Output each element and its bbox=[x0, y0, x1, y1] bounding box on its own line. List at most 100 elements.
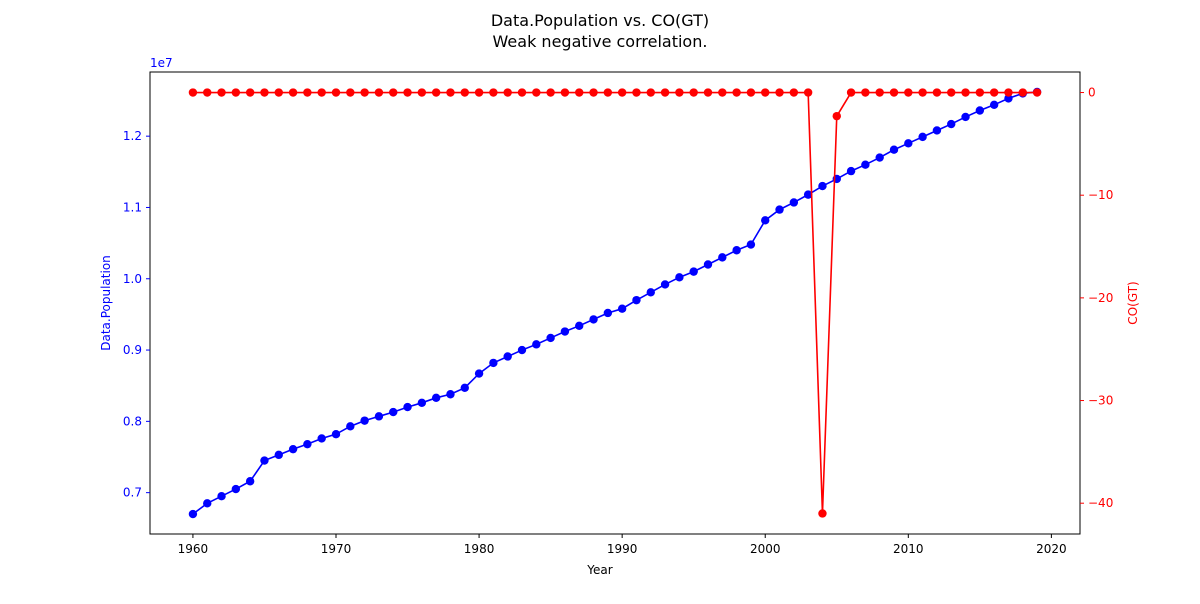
right-series-point bbox=[947, 88, 956, 97]
left-series-point bbox=[575, 321, 584, 331]
left-series-point bbox=[989, 100, 999, 110]
right-series-point bbox=[603, 88, 613, 97]
left-series-point bbox=[603, 308, 613, 318]
left-series-point bbox=[217, 492, 226, 501]
left-y-tick-label: 0.7 bbox=[123, 486, 142, 500]
left-y-tick-label: 1.1 bbox=[123, 200, 142, 214]
right-series-point bbox=[303, 88, 312, 97]
left-series-point bbox=[889, 145, 899, 154]
left-series-point bbox=[374, 412, 384, 421]
left-series-point bbox=[689, 267, 698, 276]
left-series-point bbox=[617, 304, 627, 313]
right-y-tick-label: −10 bbox=[1088, 188, 1113, 202]
right-series-point bbox=[746, 88, 756, 97]
left-series-point bbox=[474, 369, 484, 378]
right-series-point bbox=[975, 88, 985, 97]
right-series-point bbox=[961, 88, 970, 97]
chart-title: Data.Population vs. CO(GT) bbox=[491, 11, 709, 30]
chart-subtitle: Weak negative correlation. bbox=[493, 32, 708, 51]
right-series-point bbox=[546, 88, 555, 97]
right-series-point bbox=[904, 88, 913, 97]
x-axis-label: Year bbox=[586, 563, 612, 577]
right-series-point bbox=[288, 88, 298, 97]
right-series-point bbox=[1018, 88, 1027, 97]
left-series-point bbox=[761, 216, 770, 225]
right-series-line bbox=[192, 91, 1038, 514]
right-series-point bbox=[646, 88, 655, 97]
left-series-point bbox=[260, 456, 269, 465]
left-series-point bbox=[231, 484, 241, 494]
right-series-point bbox=[231, 88, 241, 97]
left-series-point bbox=[703, 260, 713, 269]
right-series-point bbox=[703, 88, 713, 97]
right-series-point bbox=[489, 88, 498, 97]
left-series-point bbox=[718, 253, 727, 262]
left-series-point bbox=[403, 402, 412, 412]
right-series-point bbox=[360, 88, 369, 97]
right-series-point bbox=[718, 88, 727, 97]
left-series-point bbox=[789, 198, 799, 207]
left-series-point bbox=[675, 273, 684, 282]
right-series-point bbox=[1032, 88, 1042, 97]
left-series-line bbox=[192, 91, 1038, 515]
right-series-point bbox=[532, 88, 541, 97]
left-series-point bbox=[431, 393, 441, 403]
right-series-point bbox=[446, 88, 455, 97]
left-series-point bbox=[775, 205, 784, 214]
right-y-tick-label: 0 bbox=[1088, 86, 1096, 100]
left-y-tick-label: 0.8 bbox=[123, 414, 142, 428]
right-y-axis-ticks: 0 −10 −20 −30 −40 bbox=[1080, 86, 1113, 510]
right-series-point bbox=[861, 88, 870, 97]
right-series-point bbox=[617, 88, 627, 97]
left-series-point bbox=[732, 246, 741, 255]
left-series-point bbox=[274, 450, 283, 460]
x-axis-ticks: 1960 1970 1980 1990 2000 2010 2020 bbox=[178, 534, 1067, 556]
right-series-point bbox=[632, 88, 641, 97]
left-series-point bbox=[517, 345, 527, 355]
left-series-point bbox=[446, 390, 455, 399]
left-series-point bbox=[875, 153, 884, 162]
series-layer bbox=[188, 87, 1042, 519]
right-series-point bbox=[560, 88, 570, 97]
left-series-point bbox=[961, 112, 970, 122]
right-series-point bbox=[203, 88, 212, 97]
left-series-point bbox=[188, 509, 198, 519]
left-series-point bbox=[503, 352, 512, 361]
right-series-point bbox=[803, 88, 813, 97]
left-series-point bbox=[546, 333, 555, 343]
right-series-point bbox=[460, 88, 469, 97]
right-series-point bbox=[846, 88, 856, 97]
left-series-point bbox=[947, 119, 956, 129]
left-series-point bbox=[1004, 94, 1013, 103]
right-series-point bbox=[932, 88, 942, 97]
left-series-point bbox=[861, 160, 870, 169]
left-series-point bbox=[532, 340, 541, 349]
left-series-point bbox=[975, 106, 985, 115]
right-series-point bbox=[889, 88, 899, 97]
left-y-axis-label: Data.Population bbox=[99, 255, 113, 351]
left-series-point bbox=[904, 139, 913, 148]
right-series-point bbox=[732, 88, 741, 97]
left-axis-offset-label: 1e7 bbox=[150, 56, 173, 70]
left-series-point bbox=[660, 280, 670, 289]
right-series-point bbox=[818, 509, 827, 518]
left-series-point bbox=[317, 434, 326, 443]
right-y-tick-label: −30 bbox=[1088, 394, 1113, 408]
right-y-tick-label: −20 bbox=[1088, 291, 1113, 305]
x-tick-label: 1970 bbox=[321, 542, 352, 556]
right-series-point bbox=[789, 88, 799, 97]
left-series-point bbox=[489, 358, 498, 368]
left-series-point bbox=[417, 398, 427, 408]
right-series-point bbox=[832, 111, 841, 121]
right-series-point bbox=[188, 88, 198, 97]
left-y-tick-label: 1.2 bbox=[123, 129, 142, 143]
left-series-point bbox=[560, 327, 570, 336]
left-series-point bbox=[245, 477, 255, 486]
left-series-point bbox=[646, 288, 655, 297]
x-tick-label: 2000 bbox=[750, 542, 781, 556]
left-series-point bbox=[932, 126, 942, 135]
x-tick-label: 1960 bbox=[178, 542, 209, 556]
right-y-axis-label: CO(GT) bbox=[1126, 281, 1140, 324]
